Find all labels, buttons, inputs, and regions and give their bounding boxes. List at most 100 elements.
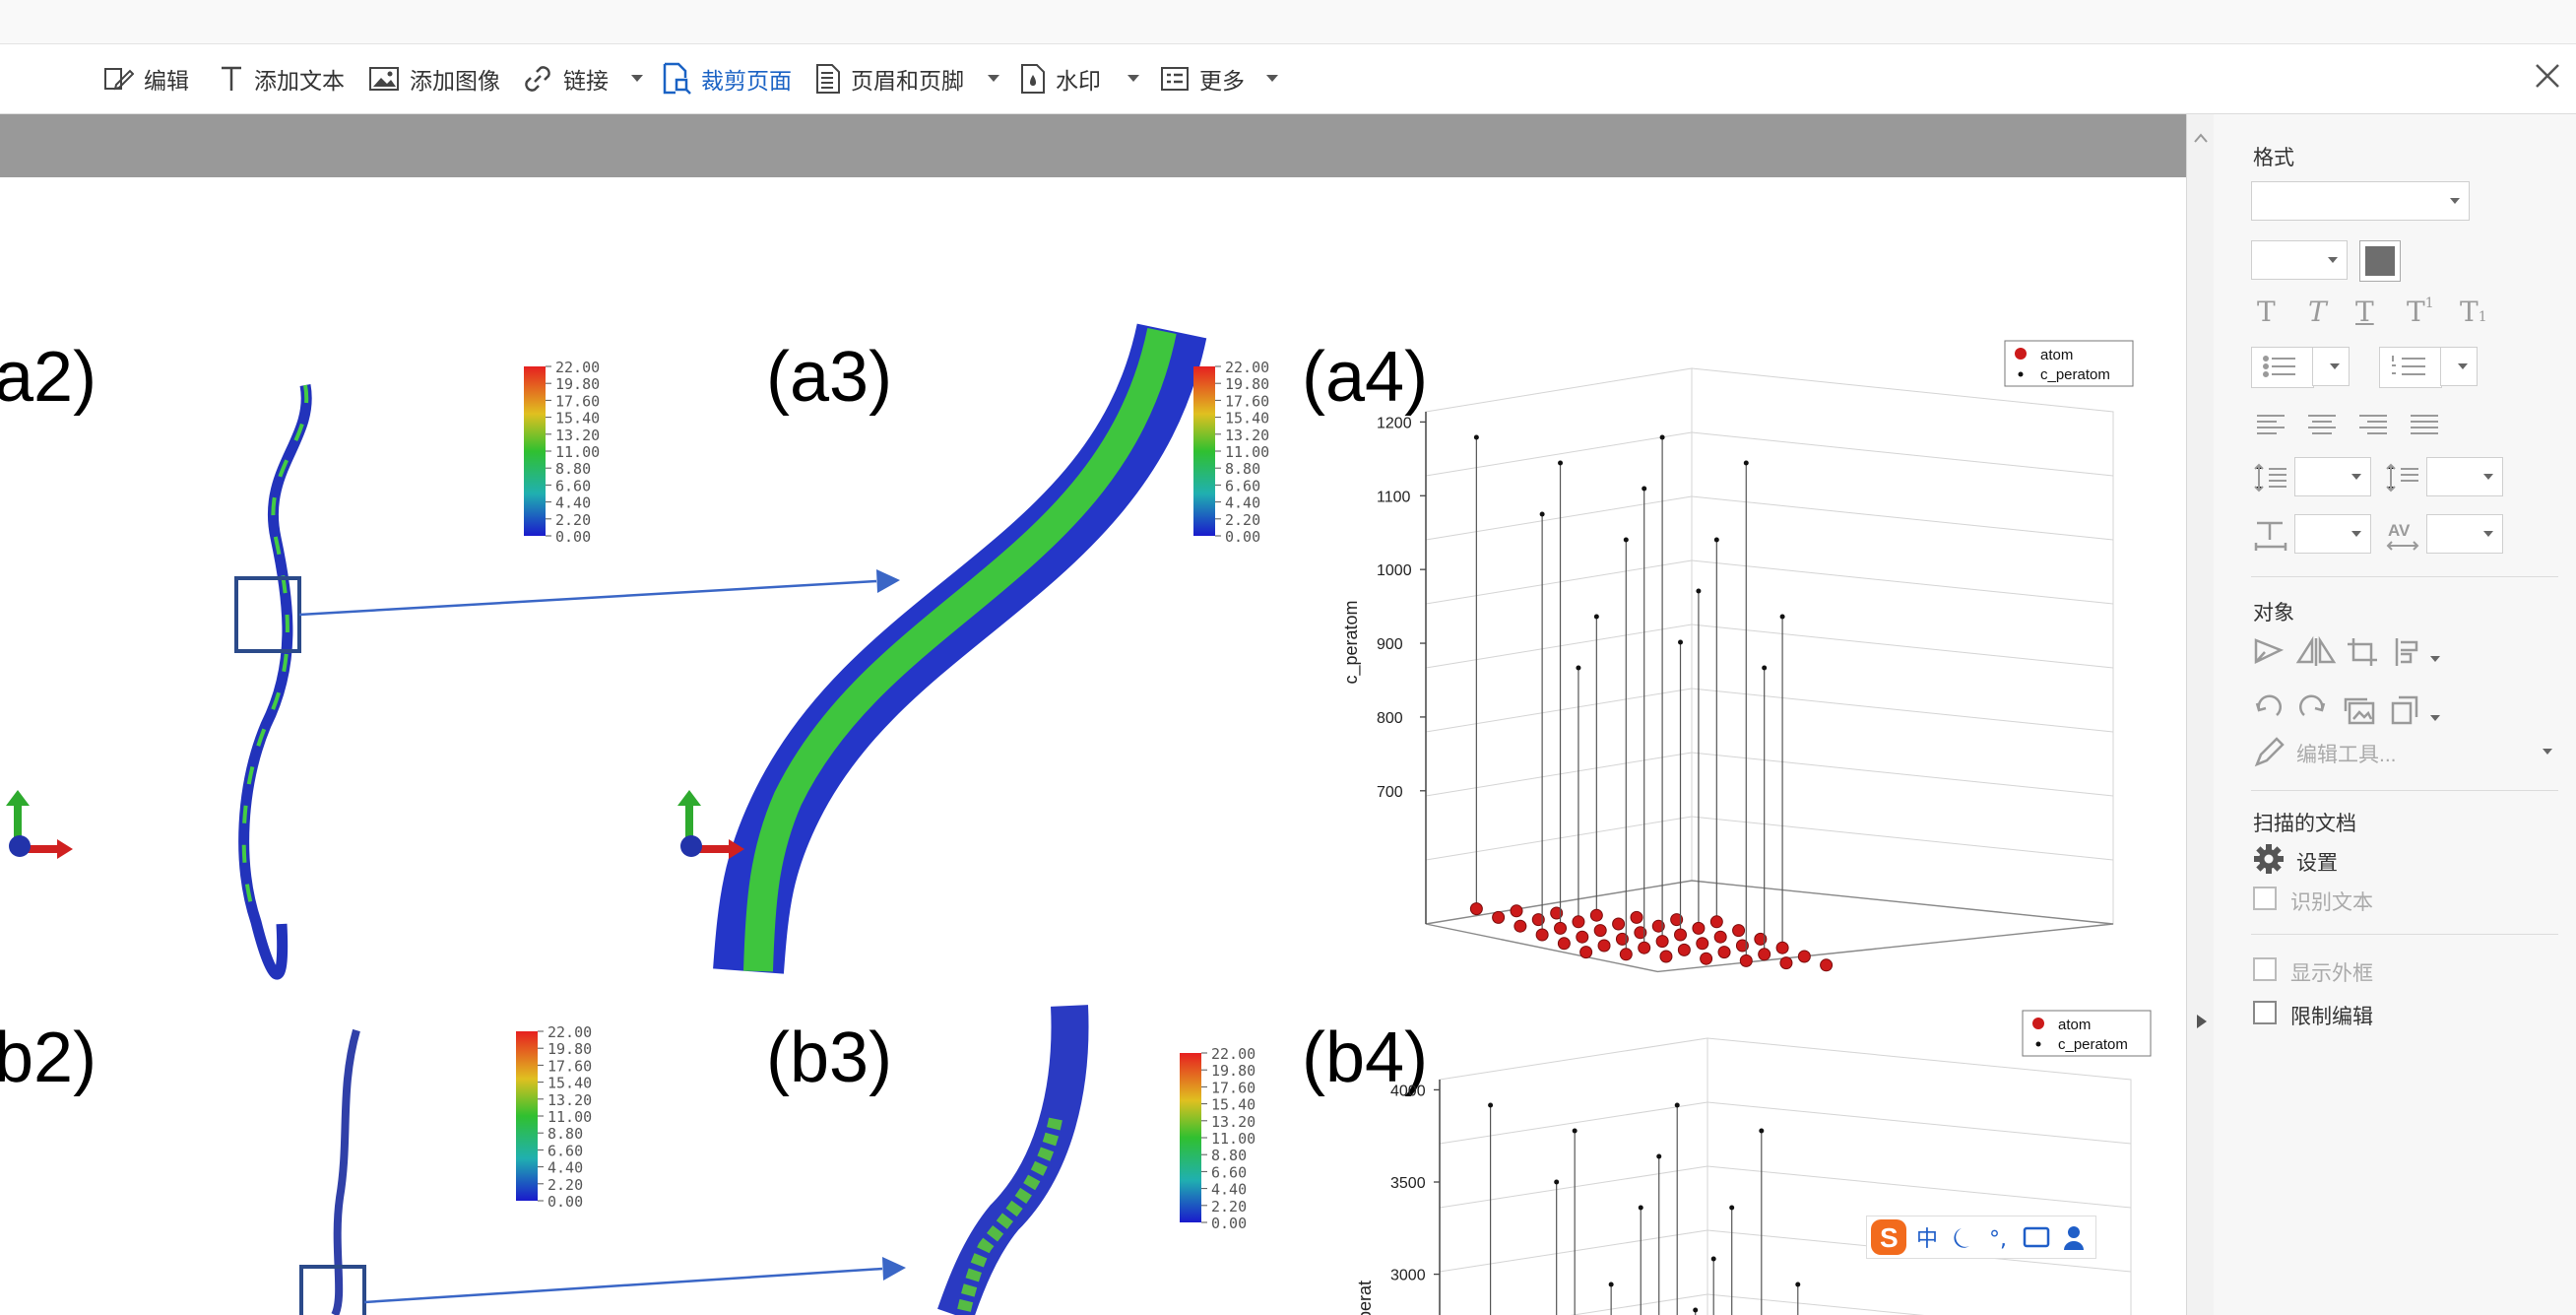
font-color-picker[interactable] (2359, 240, 2401, 282)
atom-point (1579, 946, 1593, 959)
atom-point (1655, 935, 1669, 949)
subscript-icon[interactable]: T1 (2460, 296, 2487, 328)
colorbar-tick-label: 8.80 (1211, 1147, 1247, 1164)
numbered-list-dropdown[interactable] (2440, 347, 2478, 386)
font-family-dropdown[interactable] (2251, 181, 2470, 221)
colorbar-tick-label: 8.80 (1225, 460, 1260, 478)
chart-floor (1425, 880, 2114, 973)
atom-point (1732, 924, 1746, 938)
edit-button[interactable]: 编辑 (102, 60, 189, 98)
axis-triad-a3 (677, 790, 744, 859)
atom-point (1634, 926, 1647, 940)
panel-divider (2251, 790, 2558, 791)
flip-icon[interactable] (2295, 635, 2337, 666)
bold-text-icon[interactable]: T (2257, 296, 2276, 328)
crop-page-label: 裁剪页面 (701, 68, 792, 94)
watermark-dropdown-caret[interactable] (1127, 75, 1139, 82)
superscript-icon[interactable]: T1 (2407, 296, 2434, 328)
duplicate-icon[interactable] (2391, 695, 2418, 725)
user-icon[interactable] (2068, 1226, 2080, 1238)
keyboard-icon[interactable] (2023, 1226, 2050, 1248)
link-button[interactable]: 链接 (522, 60, 609, 98)
add-image-button[interactable]: 添加图像 (368, 60, 500, 98)
close-icon[interactable] (2533, 61, 2562, 91)
watermark-label: 水印 (1056, 68, 1101, 94)
watermark-button[interactable]: 水印 (1020, 60, 1101, 98)
vertical-scrollbar[interactable] (2186, 114, 2215, 1315)
sogou-icon[interactable] (1871, 1219, 1906, 1255)
more-button[interactable]: 更多 (1160, 60, 1245, 98)
align-right-icon[interactable] (2359, 415, 2387, 434)
axis-triad-a2 (6, 790, 73, 859)
replace-image-icon[interactable] (2344, 697, 2375, 725)
atom-point (1630, 910, 1643, 924)
character-spacing-dropdown[interactable] (2426, 514, 2503, 554)
legend-atom-marker (2032, 1018, 2044, 1029)
header-footer-button[interactable]: 页眉和页脚 (815, 60, 964, 98)
paragraph-spacing-icon (2386, 463, 2418, 493)
c-peratom-point (1779, 614, 1785, 620)
atom-point (1612, 917, 1626, 931)
figure-canvas: a2) (a3) (a4) b2) (b3) (b4) (0, 323, 2152, 1315)
restrict-editing-checkbox[interactable] (2253, 1001, 2277, 1024)
page-top-gray-band (0, 114, 2186, 177)
atom-point (1554, 921, 1568, 935)
atom-point (1735, 939, 1749, 953)
colorbar: 22.0019.8017.6015.4013.2011.008.806.604.… (1180, 1045, 1256, 1232)
moon-icon[interactable] (1954, 1228, 1969, 1248)
punctuation-icon[interactable]: °, (1989, 1227, 2007, 1252)
header-footer-icon (816, 64, 840, 94)
numbered-list-button[interactable] (2379, 347, 2442, 388)
z-tick-label: 3500 (1390, 1175, 1426, 1192)
paragraph-spacing-dropdown[interactable] (2426, 457, 2503, 496)
crop-icon[interactable] (2348, 638, 2377, 666)
colorbar-tick-label: 19.80 (1211, 1062, 1256, 1080)
arrange-icon[interactable] (2395, 638, 2418, 666)
colorbar-tick-label: 13.20 (1225, 427, 1269, 444)
scroll-up-icon[interactable] (2187, 124, 2215, 154)
edit-tools-dropdown-caret[interactable] (2543, 749, 2552, 755)
show-border-checkbox[interactable] (2253, 957, 2277, 981)
colorbar-tick-label: 15.40 (1211, 1096, 1256, 1114)
settings-label[interactable]: 设置 (2296, 852, 2338, 875)
recognize-text-label: 识别文本 (2290, 891, 2373, 914)
colorbar-tick-label: 11.00 (555, 443, 600, 461)
add-text-button[interactable]: 添加文本 (219, 60, 345, 98)
rotate-left-icon[interactable] (2255, 694, 2282, 716)
bullet-list-button[interactable] (2251, 347, 2314, 388)
align-center-icon[interactable] (2308, 415, 2336, 434)
ime-language-label[interactable]: 中 (1916, 1227, 1938, 1252)
colorbar-tick-label: 19.80 (1225, 375, 1269, 393)
numbered-list-icon (2392, 356, 2425, 375)
bullet-list-dropdown[interactable] (2312, 347, 2350, 386)
rotate-right-icon[interactable] (2299, 694, 2326, 716)
line-spacing-dropdown[interactable] (2294, 457, 2371, 496)
panel-collapse-icon[interactable] (2187, 1007, 2215, 1036)
underline-text-icon[interactable]: T (2355, 296, 2374, 328)
colorbar-tick-label: 22.00 (1211, 1045, 1256, 1063)
select-object-icon[interactable] (2254, 638, 2285, 664)
header-footer-dropdown-caret[interactable] (988, 75, 999, 82)
font-size-dropdown[interactable] (2251, 240, 2348, 280)
legend-atom-label: atom (2040, 347, 2073, 363)
align-left-icon[interactable] (2257, 415, 2285, 434)
recognize-text-checkbox[interactable] (2253, 887, 2277, 910)
link-dropdown-caret[interactable] (631, 75, 643, 82)
c-peratom-point (1608, 1282, 1614, 1287)
panel-divider (2251, 576, 2558, 577)
z-tick-label: 1000 (1377, 562, 1412, 579)
colorbar-tick-label: 4.40 (1225, 494, 1260, 512)
more-dropdown-caret[interactable] (1266, 75, 1278, 82)
c-peratom-point (1674, 1102, 1680, 1108)
gear-icon[interactable] (2253, 843, 2285, 875)
colorbar-tick-label: 15.40 (555, 410, 600, 427)
atom-point (1739, 953, 1753, 967)
justify-icon[interactable] (2411, 415, 2438, 434)
italic-text-icon[interactable]: T (2308, 296, 2327, 328)
text-scale-dropdown[interactable] (2294, 514, 2371, 554)
edit-tools-label[interactable]: 编辑工具... (2296, 744, 2397, 766)
colorbar: 22.0019.8017.6015.4013.2011.008.806.604.… (1193, 359, 1269, 546)
colorbar-gradient (516, 1031, 538, 1201)
c-peratom-point (1572, 1128, 1578, 1134)
crop-page-button[interactable]: 裁剪页面 (662, 60, 792, 98)
